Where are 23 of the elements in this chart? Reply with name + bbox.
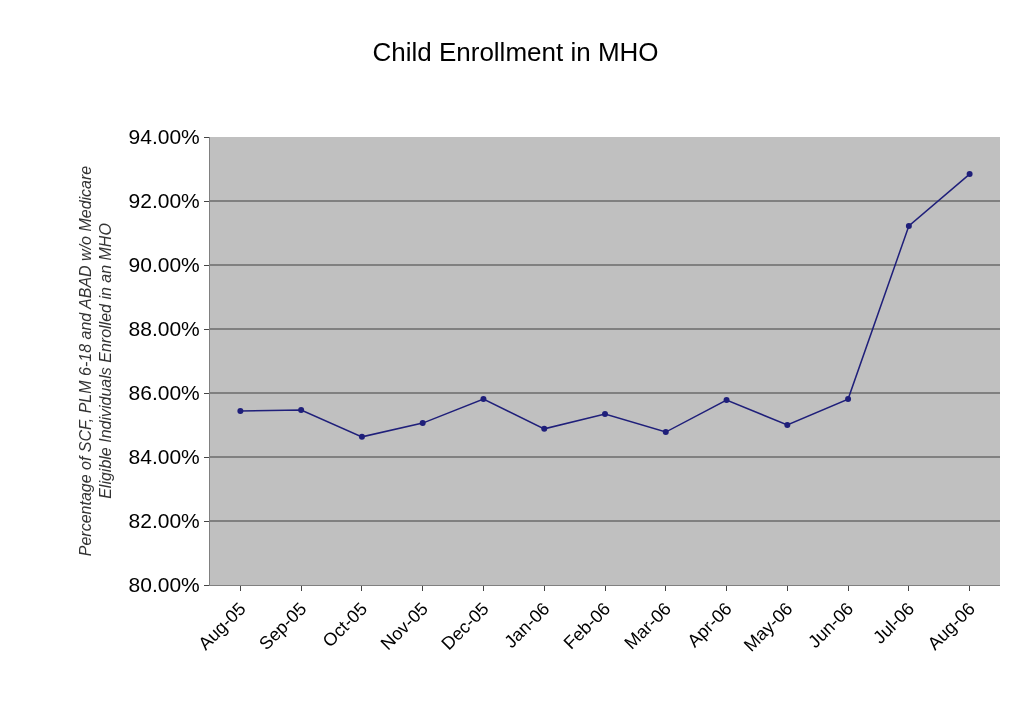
point xyxy=(237,407,244,414)
point xyxy=(480,396,487,403)
chart-title: Child Enrollment in MHO xyxy=(372,36,659,67)
y-tick-label: 90.00% xyxy=(128,253,200,277)
point xyxy=(419,420,426,427)
y-tick-label: 84.00% xyxy=(128,445,200,469)
point xyxy=(298,406,305,413)
y-tick-label: 86.00% xyxy=(128,381,200,405)
point xyxy=(784,422,791,428)
point xyxy=(602,411,608,418)
point xyxy=(662,429,669,436)
y-tick-label: 82.00% xyxy=(128,509,200,533)
point xyxy=(905,222,912,229)
point xyxy=(966,171,973,178)
y-tick-label: 88.00% xyxy=(128,317,200,341)
point xyxy=(541,425,548,432)
y-tick-label: 94.00% xyxy=(128,125,200,149)
y-axis-title: Percentage of SCF, PLM 6-18 and ABAD w/o Medicare Eligible Individuals Enrolled in an MHO xyxy=(76,165,115,557)
point xyxy=(845,396,852,403)
point xyxy=(358,433,365,440)
y-tick-label: 80.00% xyxy=(128,573,200,597)
y-tick-label: 92.00% xyxy=(128,189,200,213)
point xyxy=(723,397,730,404)
